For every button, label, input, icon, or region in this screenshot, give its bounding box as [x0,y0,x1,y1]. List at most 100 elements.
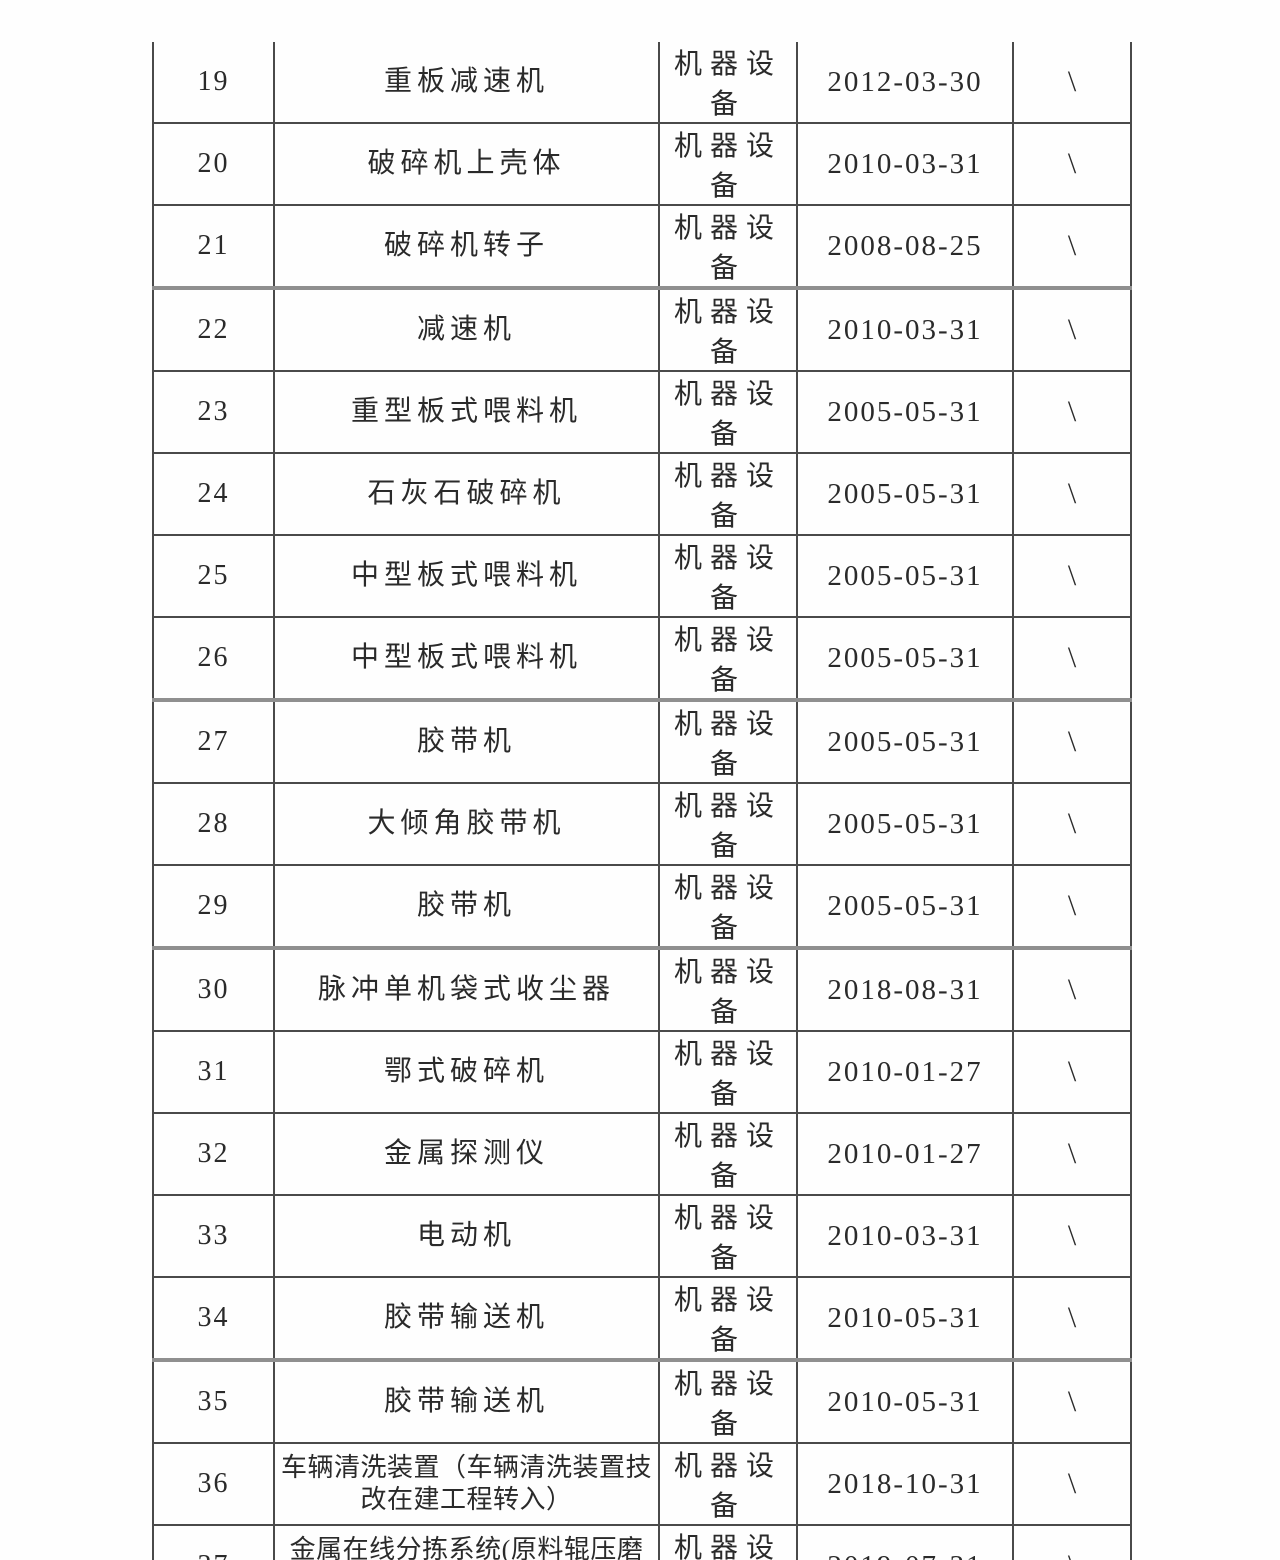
note-cell: \ [1012,370,1132,454]
table-row: 33 电动机 机器设备 2010-03-31 \ [152,1194,1132,1278]
asset-name-cell: 胶带输送机 [273,1358,660,1444]
table-row: 31 鄂式破碎机 机器设备 2010-01-27 \ [152,1030,1132,1114]
asset-table: 19 重板减速机 机器设备 2012-03-30 \ 20 破碎机上壳体 机器设… [152,42,1132,1560]
asset-name-cell: 金属探测仪 [273,1112,660,1196]
row-number-cell: 19 [152,42,275,124]
table-row: 19 重板减速机 机器设备 2012-03-30 \ [152,42,1132,124]
category-cell: 机器设备 [658,452,798,536]
note-cell: \ [1012,1112,1132,1196]
date-cell: 2005-05-31 [796,452,1014,536]
row-number-cell: 32 [152,1112,275,1196]
note-cell: \ [1012,122,1132,206]
date-cell: 2005-05-31 [796,370,1014,454]
asset-name-cell: 重型板式喂料机 [273,370,660,454]
table-row: 34 胶带输送机 机器设备 2010-05-31 \ [152,1276,1132,1361]
row-number-cell: 28 [152,782,275,866]
date-cell: 2010-03-31 [796,122,1014,206]
table-row: 36 车辆清洗装置（车辆清洗装置技改在建工程转入） 机器设备 2018-10-3… [152,1442,1132,1526]
category-cell: 机器设备 [658,782,798,866]
note-cell: \ [1012,946,1132,1032]
note-cell: \ [1012,1276,1132,1361]
note-cell: \ [1012,42,1132,124]
row-number-cell: 29 [152,864,275,949]
date-cell: 2010-05-31 [796,1276,1014,1361]
row-number-cell: 25 [152,534,275,618]
table-row: 30 脉冲单机袋式收尘器 机器设备 2018-08-31 \ [152,946,1132,1032]
note-cell: \ [1012,698,1132,784]
table-row: 21 破碎机转子 机器设备 2008-08-25 \ [152,204,1132,289]
category-cell: 机器设备 [658,1442,798,1526]
category-cell: 机器设备 [658,864,798,949]
row-number-cell: 23 [152,370,275,454]
asset-table-body: 19 重板减速机 机器设备 2012-03-30 \ 20 破碎机上壳体 机器设… [152,42,1132,1560]
date-cell: 2005-05-31 [796,782,1014,866]
row-number-cell: 22 [152,286,275,372]
row-number-cell: 21 [152,204,275,289]
note-cell: \ [1012,204,1132,289]
date-cell: 2019-07-31 [796,1524,1014,1560]
date-cell: 2010-01-27 [796,1112,1014,1196]
note-cell: \ [1012,534,1132,618]
asset-name-cell: 脉冲单机袋式收尘器 [273,946,660,1032]
note-cell: \ [1012,1358,1132,1444]
asset-name-cell: 胶带输送机 [273,1276,660,1361]
note-cell: \ [1012,782,1132,866]
table-row: 27 胶带机 机器设备 2005-05-31 \ [152,698,1132,784]
date-cell: 2010-03-31 [796,1194,1014,1278]
asset-name-cell: 胶带机 [273,698,660,784]
row-number-cell: 36 [152,1442,275,1526]
date-cell: 2010-03-31 [796,286,1014,372]
category-cell: 机器设备 [658,1358,798,1444]
table-row: 24 石灰石破碎机 机器设备 2005-05-31 \ [152,452,1132,536]
date-cell: 2018-10-31 [796,1442,1014,1526]
note-cell: \ [1012,1442,1132,1526]
date-cell: 2005-05-31 [796,616,1014,701]
category-cell: 机器设备 [658,370,798,454]
category-cell: 机器设备 [658,1276,798,1361]
category-cell: 机器设备 [658,1112,798,1196]
category-cell: 机器设备 [658,1524,798,1560]
table-row: 22 减速机 机器设备 2010-03-31 \ [152,286,1132,372]
date-cell: 2010-01-27 [796,1030,1014,1114]
row-number-cell: 34 [152,1276,275,1361]
asset-name-cell: 鄂式破碎机 [273,1030,660,1114]
row-number-cell: 20 [152,122,275,206]
asset-name-cell: 车辆清洗装置（车辆清洗装置技改在建工程转入） [273,1442,660,1526]
asset-name-cell: 重板减速机 [273,42,660,124]
date-cell: 2012-03-30 [796,42,1014,124]
asset-name-cell: 大倾角胶带机 [273,782,660,866]
asset-name-cell: 减速机 [273,286,660,372]
table-row: 29 胶带机 机器设备 2005-05-31 \ [152,864,1132,949]
asset-name-cell: 金属在线分拣系统(原料辊压磨配料技改工程转入) [273,1524,660,1560]
row-number-cell: 26 [152,616,275,701]
note-cell: \ [1012,1194,1132,1278]
table-row: 37 金属在线分拣系统(原料辊压磨配料技改工程转入) 机器设备 2019-07-… [152,1524,1132,1560]
asset-name-cell: 中型板式喂料机 [273,616,660,701]
table-row: 32 金属探测仪 机器设备 2010-01-27 \ [152,1112,1132,1196]
row-number-cell: 35 [152,1358,275,1444]
category-cell: 机器设备 [658,1030,798,1114]
row-number-cell: 37 [152,1524,275,1560]
asset-name-cell: 破碎机上壳体 [273,122,660,206]
category-cell: 机器设备 [658,204,798,289]
note-cell: \ [1012,864,1132,949]
category-cell: 机器设备 [658,946,798,1032]
date-cell: 2005-05-31 [796,698,1014,784]
asset-name-cell: 破碎机转子 [273,204,660,289]
row-number-cell: 31 [152,1030,275,1114]
date-cell: 2010-05-31 [796,1358,1014,1444]
category-cell: 机器设备 [658,286,798,372]
asset-name-cell: 石灰石破碎机 [273,452,660,536]
category-cell: 机器设备 [658,42,798,124]
date-cell: 2005-05-31 [796,534,1014,618]
date-cell: 2008-08-25 [796,204,1014,289]
table-row: 25 中型板式喂料机 机器设备 2005-05-31 \ [152,534,1132,618]
note-cell: \ [1012,1030,1132,1114]
row-number-cell: 27 [152,698,275,784]
table-row: 26 中型板式喂料机 机器设备 2005-05-31 \ [152,616,1132,701]
category-cell: 机器设备 [658,698,798,784]
row-number-cell: 33 [152,1194,275,1278]
category-cell: 机器设备 [658,534,798,618]
asset-name-cell: 中型板式喂料机 [273,534,660,618]
